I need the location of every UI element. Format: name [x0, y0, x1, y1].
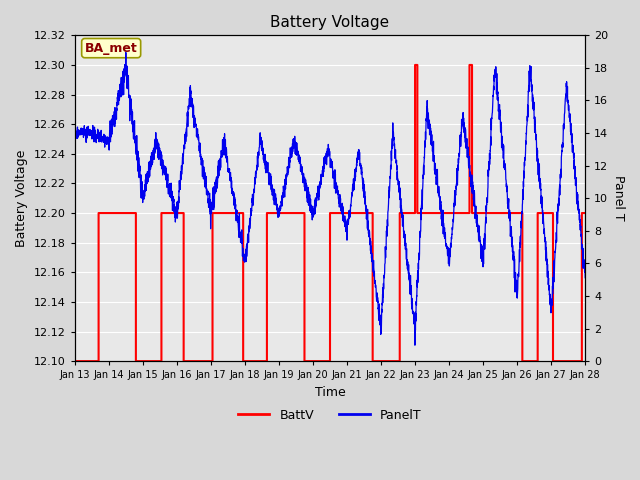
X-axis label: Time: Time — [314, 386, 345, 399]
Title: Battery Voltage: Battery Voltage — [270, 15, 390, 30]
Y-axis label: Panel T: Panel T — [612, 175, 625, 221]
Text: BA_met: BA_met — [84, 42, 138, 55]
Legend: BattV, PanelT: BattV, PanelT — [233, 404, 427, 427]
Y-axis label: Battery Voltage: Battery Voltage — [15, 150, 28, 247]
